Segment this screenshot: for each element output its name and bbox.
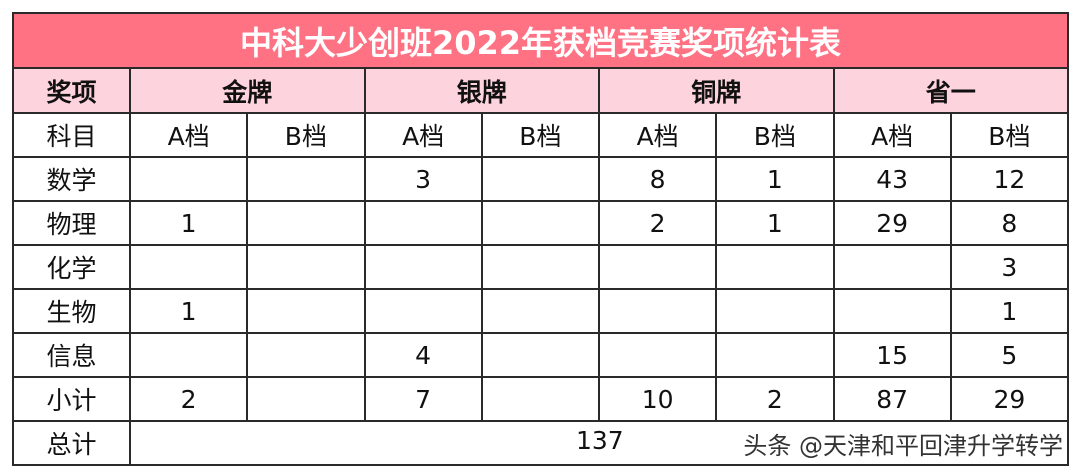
tier-header: B档 xyxy=(246,112,366,158)
title-row: 中科大少创班2022年获档竞赛奖项统计表 xyxy=(12,12,1069,69)
value-cell xyxy=(363,200,483,246)
value-cell xyxy=(246,244,366,290)
watermark: 头条 @天津和平回津升学转学 xyxy=(743,432,1063,460)
subject-cell: 物理 xyxy=(12,200,131,246)
total-row: 总计 137 头条 @天津和平回津升学转学 xyxy=(12,420,1069,466)
table-row: 信息 4 15 5 xyxy=(12,332,1070,378)
value-cell: 1 xyxy=(715,200,835,246)
value-cell xyxy=(715,332,835,378)
value-cell: 1 xyxy=(128,288,249,334)
table-row: 化学 3 xyxy=(12,244,1070,290)
value-cell: 29 xyxy=(949,376,1070,422)
tier-header: B档 xyxy=(480,112,601,158)
value-cell: 2 xyxy=(128,376,249,422)
value-cell xyxy=(480,156,601,202)
value-cell: 4 xyxy=(363,332,483,378)
value-cell: 5 xyxy=(949,332,1070,378)
value-cell xyxy=(480,376,601,422)
subject-header: 科目 xyxy=(12,112,131,158)
value-cell xyxy=(128,332,249,378)
value-cell xyxy=(832,288,952,334)
value-cell xyxy=(597,288,718,334)
value-cell xyxy=(246,200,366,246)
value-cell xyxy=(480,332,601,378)
value-cell xyxy=(246,376,366,422)
value-cell: 43 xyxy=(832,156,952,202)
group-gold: 金牌 xyxy=(129,67,366,114)
value-cell: 1 xyxy=(949,288,1070,334)
value-cell xyxy=(597,244,718,290)
value-cell xyxy=(480,244,601,290)
value-cell xyxy=(480,200,601,246)
value-cell xyxy=(715,244,835,290)
group-bronze: 铜牌 xyxy=(598,67,835,114)
value-cell: 1 xyxy=(715,156,835,202)
value-cell xyxy=(832,244,952,290)
subject-cell: 数学 xyxy=(12,156,131,202)
total-cell: 137 头条 @天津和平回津升学转学 xyxy=(129,420,1069,466)
table-title: 中科大少创班2022年获档竞赛奖项统计表 xyxy=(12,12,1069,69)
value-cell: 3 xyxy=(949,244,1070,290)
award-table: 中科大少创班2022年获档竞赛奖项统计表 奖项 金牌 银牌 铜牌 省一 科目 A… xyxy=(12,12,1070,466)
value-cell xyxy=(363,288,483,334)
value-cell: 87 xyxy=(832,376,952,422)
header-row: 奖项 金牌 银牌 铜牌 省一 xyxy=(12,67,1069,114)
value-cell: 7 xyxy=(363,376,483,422)
tier-header: A档 xyxy=(363,112,483,158)
group-provincial: 省一 xyxy=(832,67,1069,114)
value-cell: 2 xyxy=(715,376,835,422)
tier-header: A档 xyxy=(128,112,249,158)
value-cell: 2 xyxy=(597,200,718,246)
table-row: 小计 2 7 10 2 87 29 xyxy=(12,376,1070,422)
total-value: 137 xyxy=(576,426,624,455)
value-cell xyxy=(128,156,249,202)
subject-cell: 信息 xyxy=(12,332,131,378)
total-label: 总计 xyxy=(12,420,131,466)
value-cell: 29 xyxy=(832,200,952,246)
subject-cell: 小计 xyxy=(12,376,131,422)
value-cell xyxy=(715,288,835,334)
value-cell xyxy=(246,288,366,334)
value-cell xyxy=(597,332,718,378)
value-cell: 12 xyxy=(949,156,1070,202)
value-cell: 3 xyxy=(363,156,483,202)
subject-cell: 化学 xyxy=(12,244,131,290)
value-cell: 8 xyxy=(949,200,1070,246)
value-cell xyxy=(480,288,601,334)
tier-header: B档 xyxy=(715,112,835,158)
value-cell: 8 xyxy=(597,156,718,202)
value-cell xyxy=(246,332,366,378)
tier-header: B档 xyxy=(949,112,1070,158)
subject-cell: 生物 xyxy=(12,288,131,334)
value-cell: 15 xyxy=(832,332,952,378)
sub-header-row: 科目 A档 B档 A档 B档 A档 B档 A档 B档 xyxy=(12,112,1070,158)
value-cell xyxy=(128,244,249,290)
tier-header: A档 xyxy=(832,112,952,158)
table-row: 物理 1 2 1 29 8 xyxy=(12,200,1070,246)
value-cell xyxy=(246,156,366,202)
group-silver: 银牌 xyxy=(363,67,600,114)
value-cell: 1 xyxy=(128,200,249,246)
table-row: 数学 3 8 1 43 12 xyxy=(12,156,1070,202)
tier-header: A档 xyxy=(597,112,718,158)
table-row: 生物 1 1 xyxy=(12,288,1070,334)
value-cell xyxy=(363,244,483,290)
value-cell: 10 xyxy=(597,376,718,422)
corner-header: 奖项 xyxy=(12,67,131,114)
